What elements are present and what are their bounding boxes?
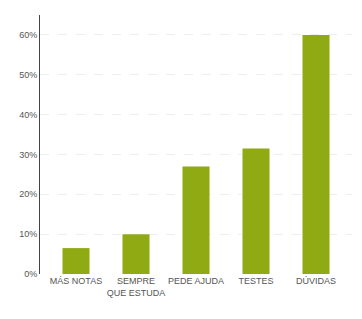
svg-text:0%: 0% [24, 269, 37, 279]
svg-text:20%: 20% [19, 189, 37, 199]
svg-text:10%: 10% [19, 229, 37, 239]
svg-text:DÚVIDAS: DÚVIDAS [296, 276, 336, 286]
svg-text:30%: 30% [19, 150, 37, 160]
svg-text:50%: 50% [19, 70, 37, 80]
svg-text:SEMPREQUE ESTUDA: SEMPREQUE ESTUDA [107, 276, 166, 298]
svg-text:MÁS NOTAS: MÁS NOTAS [50, 276, 102, 286]
svg-text:TESTES: TESTES [238, 276, 273, 286]
svg-text:40%: 40% [19, 110, 37, 120]
svg-text:60%: 60% [19, 30, 37, 40]
svg-text:PEDE AJUDA: PEDE AJUDA [168, 276, 224, 286]
